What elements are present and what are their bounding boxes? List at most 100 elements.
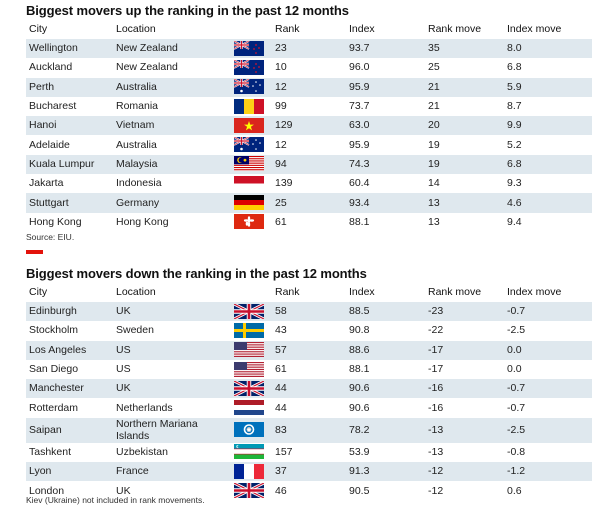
my-flag-icon xyxy=(234,156,264,172)
table-row: Hanoi Vietnam 129 63.0 20 9.9 xyxy=(26,115,592,135)
flag-cell xyxy=(228,192,272,213)
flag-cell xyxy=(228,153,272,174)
index-cell: 90.6 xyxy=(346,378,425,398)
table-row: Saipan Northern Mariana Islands 83 78.2 -13-… xyxy=(26,416,592,443)
col-header-flag xyxy=(228,283,272,302)
flag-cell xyxy=(228,358,272,379)
flag-cell xyxy=(228,339,272,360)
rank-cell: 83 xyxy=(272,416,346,443)
index-cell: 88.6 xyxy=(346,339,425,360)
col-header-location: Location xyxy=(116,23,156,35)
city-cell: Hanoi xyxy=(26,115,113,135)
table-row: Perth Australia 12 95.9 21 5.9 xyxy=(26,76,592,97)
us-flag-icon xyxy=(234,361,264,377)
rank-move-cell: 19 xyxy=(425,134,504,155)
index-move-cell: -0.7 xyxy=(504,397,592,418)
rank-cell: 61 xyxy=(272,358,346,379)
rank-cell: 58 xyxy=(272,300,346,321)
flag-cell xyxy=(228,115,272,135)
uz-flag-icon xyxy=(234,444,264,460)
footnote: Kiev (Ukraine) not included in rank move… xyxy=(26,495,205,505)
rank-move-cell: -12 xyxy=(425,480,504,500)
index-cell: 53.9 xyxy=(346,441,425,462)
index-move-cell: -2.5 xyxy=(504,416,592,443)
uk-flag-icon xyxy=(234,483,264,499)
index-move-cell: -2.5 xyxy=(504,320,592,341)
table-row: Manchester UK 44 90.6 -16 -0.7 xyxy=(26,378,592,398)
index-cell: 74.3 xyxy=(346,153,425,174)
city-cell: San Diego xyxy=(26,358,113,379)
index-move-cell: 9.9 xyxy=(504,115,592,135)
col-header-rank-move: Rank move xyxy=(428,286,482,298)
city-cell: Bucharest xyxy=(26,95,113,116)
rank-move-cell: -22 xyxy=(425,320,504,341)
index-cell: 91.3 xyxy=(346,461,425,481)
table-row: Kuala Lumpur Malaysia 94 74.3 19 6.8 xyxy=(26,153,592,174)
city-cell: Auckland xyxy=(26,57,113,78)
city-cell: Jakarta xyxy=(26,173,113,193)
table-row: London UK 46 90.5 -12 0.6 xyxy=(26,480,592,500)
city-cell: Stuttgart xyxy=(26,192,113,213)
index-cell: 90.8 xyxy=(346,320,425,341)
index-cell: 88.1 xyxy=(346,358,425,379)
flag-cell xyxy=(228,211,272,231)
index-move-cell: 5.2 xyxy=(504,134,592,155)
rank-move-cell: 19 xyxy=(425,153,504,174)
up-table-title: Biggest movers up the ranking in the pas… xyxy=(26,3,349,18)
index-move-cell: -0.7 xyxy=(504,300,592,321)
rank-move-cell: -13 xyxy=(425,416,504,443)
hk-flag-icon xyxy=(234,214,264,230)
city-cell: Wellington xyxy=(26,37,113,58)
rank-cell: 57 xyxy=(272,339,346,360)
index-cell: 96.0 xyxy=(346,57,425,78)
index-move-cell: 8.7 xyxy=(504,95,592,116)
city-cell: Los Angeles xyxy=(26,339,113,360)
location-cell: Hong Kong xyxy=(113,211,228,231)
location-cell: Netherlands xyxy=(113,397,228,418)
location-cell: Malaysia xyxy=(113,153,228,174)
down-table-title: Biggest movers down the ranking in the p… xyxy=(26,266,367,281)
city-cell: Saipan xyxy=(26,416,113,443)
city-cell: Kuala Lumpur xyxy=(26,153,113,174)
rank-cell: 129 xyxy=(272,115,346,135)
location-cell: UK xyxy=(113,480,228,500)
location-cell: Germany xyxy=(113,192,228,213)
rank-move-cell: -12 xyxy=(425,461,504,481)
location-cell: France xyxy=(113,461,228,481)
city-cell: Manchester xyxy=(26,378,113,398)
rank-cell: 44 xyxy=(272,397,346,418)
rank-cell: 61 xyxy=(272,211,346,231)
location-cell: US xyxy=(113,358,228,379)
rank-cell: 37 xyxy=(272,461,346,481)
col-header-flag xyxy=(228,20,272,39)
table-row: Lyon France 37 91.3 -12 -1.2 xyxy=(26,461,592,481)
col-header-city: City xyxy=(29,23,48,35)
col-header-location: Location xyxy=(116,286,156,298)
index-move-cell: 5.9 xyxy=(504,76,592,97)
rank-move-cell: 13 xyxy=(425,211,504,231)
city-cell: Hong Kong xyxy=(26,211,113,231)
uk-flag-icon xyxy=(234,380,264,396)
index-cell: 93.7 xyxy=(346,37,425,58)
city-cell: Adelaide xyxy=(26,134,113,155)
rank-cell: 23 xyxy=(272,37,346,58)
rank-move-cell: 13 xyxy=(425,192,504,213)
city-cell: Tashkent xyxy=(26,441,113,462)
rank-move-cell: -13 xyxy=(425,441,504,462)
rank-move-cell: -16 xyxy=(425,378,504,398)
index-move-cell: -0.7 xyxy=(504,378,592,398)
col-header-rank-move: Rank move xyxy=(428,23,482,35)
rank-move-cell: 21 xyxy=(425,76,504,97)
index-move-cell: 9.3 xyxy=(504,173,592,193)
rank-cell: 94 xyxy=(272,153,346,174)
table-row: Wellington New Zealand 23 93.7 35 8.0 xyxy=(26,37,592,58)
location-cell: New Zealand xyxy=(113,57,228,78)
table-row: Stuttgart Germany 25 93.4 13 4.6 xyxy=(26,192,592,213)
red-accent-bar xyxy=(26,250,43,254)
col-header-rank: Rank xyxy=(275,23,300,35)
source-note: Source: EIU. xyxy=(26,232,75,242)
col-header-index: Index xyxy=(349,23,375,35)
city-cell: Lyon xyxy=(26,461,113,481)
index-cell: 73.7 xyxy=(346,95,425,116)
rank-cell: 12 xyxy=(272,76,346,97)
